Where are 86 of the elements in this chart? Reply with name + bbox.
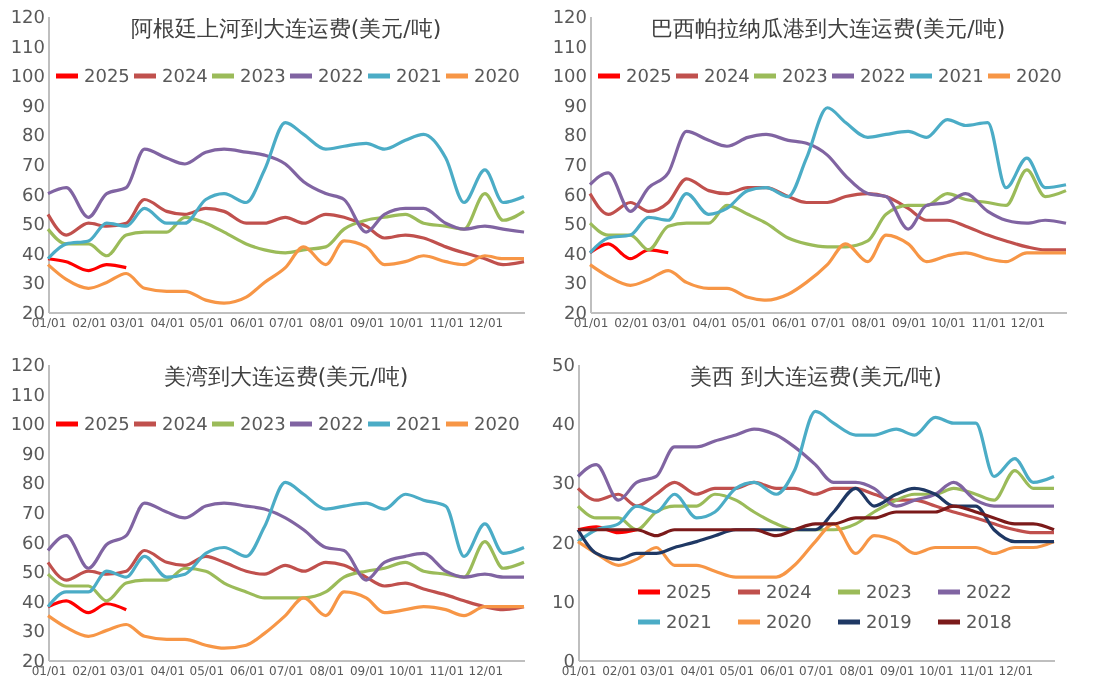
y-tick-label: 30 bbox=[22, 275, 46, 296]
legend-label: 2022 bbox=[318, 68, 364, 88]
y-tick-label: 50 bbox=[552, 357, 576, 377]
legend-label: 2022 bbox=[860, 68, 906, 88]
y-tick-label: 70 bbox=[564, 157, 588, 177]
line-series bbox=[576, 522, 1056, 579]
line-series bbox=[588, 242, 670, 261]
y-tick-label: 60 bbox=[22, 534, 46, 555]
legend-label: 2022 bbox=[966, 584, 1012, 604]
y-tick-label: 100 bbox=[10, 416, 46, 437]
line-series bbox=[46, 192, 526, 258]
y-tick-label: 120 bbox=[10, 357, 46, 377]
legend-label: 2021 bbox=[666, 614, 712, 634]
y-tick-label: 50 bbox=[22, 564, 46, 585]
line-series bbox=[576, 504, 1056, 538]
line-series bbox=[576, 486, 1056, 561]
line-series bbox=[588, 106, 1068, 255]
legend-label: 2022 bbox=[318, 416, 364, 436]
line-series bbox=[46, 120, 526, 261]
y-tick-label: 80 bbox=[22, 475, 46, 496]
chart-title: 阿根廷上河到大连运费(美元/吨) bbox=[130, 16, 442, 42]
legend-label: 2023 bbox=[866, 584, 912, 604]
y-tick-label: 30 bbox=[552, 475, 576, 496]
legend-label: 2024 bbox=[162, 68, 209, 88]
y-tick-label: 70 bbox=[22, 157, 46, 177]
y-tick-label: 80 bbox=[564, 127, 588, 148]
legend-label: 2020 bbox=[1016, 68, 1063, 88]
legend-label: 2020 bbox=[474, 68, 521, 88]
legend-label: 2020 bbox=[474, 416, 521, 436]
legend-label: 2023 bbox=[240, 68, 286, 88]
y-tick-label: 100 bbox=[10, 68, 46, 89]
y-tick-label: 50 bbox=[564, 216, 588, 237]
legend-label: 2023 bbox=[782, 68, 828, 88]
legend-label: 2025 bbox=[84, 68, 130, 88]
y-tick-label: 90 bbox=[22, 97, 46, 118]
chart-title: 美湾到大连运费(美元/吨) bbox=[163, 364, 409, 390]
line-series bbox=[46, 239, 526, 305]
y-tick-label: 120 bbox=[10, 9, 46, 29]
line-series bbox=[46, 548, 526, 612]
line-series bbox=[46, 540, 526, 603]
line-series bbox=[46, 501, 526, 582]
y-tick-label: 40 bbox=[564, 245, 588, 266]
y-tick-label: 110 bbox=[10, 386, 46, 407]
legend-label: 2025 bbox=[666, 584, 712, 604]
legend-label: 2020 bbox=[766, 614, 813, 634]
legend-label: 2024 bbox=[766, 584, 813, 604]
chart-title: 美西 到大连运费(美元/吨) bbox=[690, 364, 942, 390]
legend-label: 2025 bbox=[84, 416, 130, 436]
legend-label: 2018 bbox=[966, 614, 1013, 634]
y-tick-label: 40 bbox=[22, 245, 46, 266]
legend-label: 2023 bbox=[240, 416, 286, 436]
line-series bbox=[46, 480, 526, 609]
y-tick-label: 70 bbox=[22, 505, 46, 525]
line-series bbox=[46, 147, 526, 234]
legend-label: 2019 bbox=[866, 614, 913, 634]
y-tick-label: 10 bbox=[552, 593, 576, 614]
y-tick-label: 90 bbox=[22, 445, 46, 466]
legend-label: 2024 bbox=[162, 416, 209, 436]
line-series bbox=[576, 409, 1056, 544]
line-series bbox=[588, 129, 1068, 231]
line-series bbox=[576, 427, 1056, 508]
legend-label: 2025 bbox=[626, 68, 672, 88]
legend-label: 2021 bbox=[938, 68, 984, 88]
y-tick-label: 110 bbox=[552, 38, 588, 59]
y-tick-label: 60 bbox=[22, 186, 46, 207]
legend-label: 2021 bbox=[396, 416, 442, 436]
line-series bbox=[576, 468, 1056, 532]
line-series bbox=[46, 197, 526, 267]
y-tick-label: 100 bbox=[552, 68, 588, 89]
line-series bbox=[576, 480, 1056, 535]
y-tick-label: 50 bbox=[22, 216, 46, 237]
y-tick-label: 90 bbox=[564, 97, 588, 118]
line-series bbox=[46, 590, 526, 650]
y-tick-label: 30 bbox=[564, 275, 588, 296]
y-tick-label: 110 bbox=[10, 38, 46, 59]
y-tick-label: 60 bbox=[564, 186, 588, 207]
y-tick-label: 40 bbox=[552, 416, 576, 437]
y-tick-label: 80 bbox=[22, 127, 46, 148]
y-tick-label: 40 bbox=[22, 593, 46, 614]
y-tick-label: 20 bbox=[552, 534, 576, 555]
y-tick-label: 120 bbox=[552, 9, 588, 29]
legend-label: 2021 bbox=[396, 68, 442, 88]
legend-label: 2024 bbox=[704, 68, 751, 88]
y-tick-label: 30 bbox=[22, 623, 46, 644]
line-series bbox=[588, 233, 1068, 302]
chart-title: 巴西帕拉纳瓜港到大连运费(美元/吨) bbox=[650, 16, 1006, 42]
